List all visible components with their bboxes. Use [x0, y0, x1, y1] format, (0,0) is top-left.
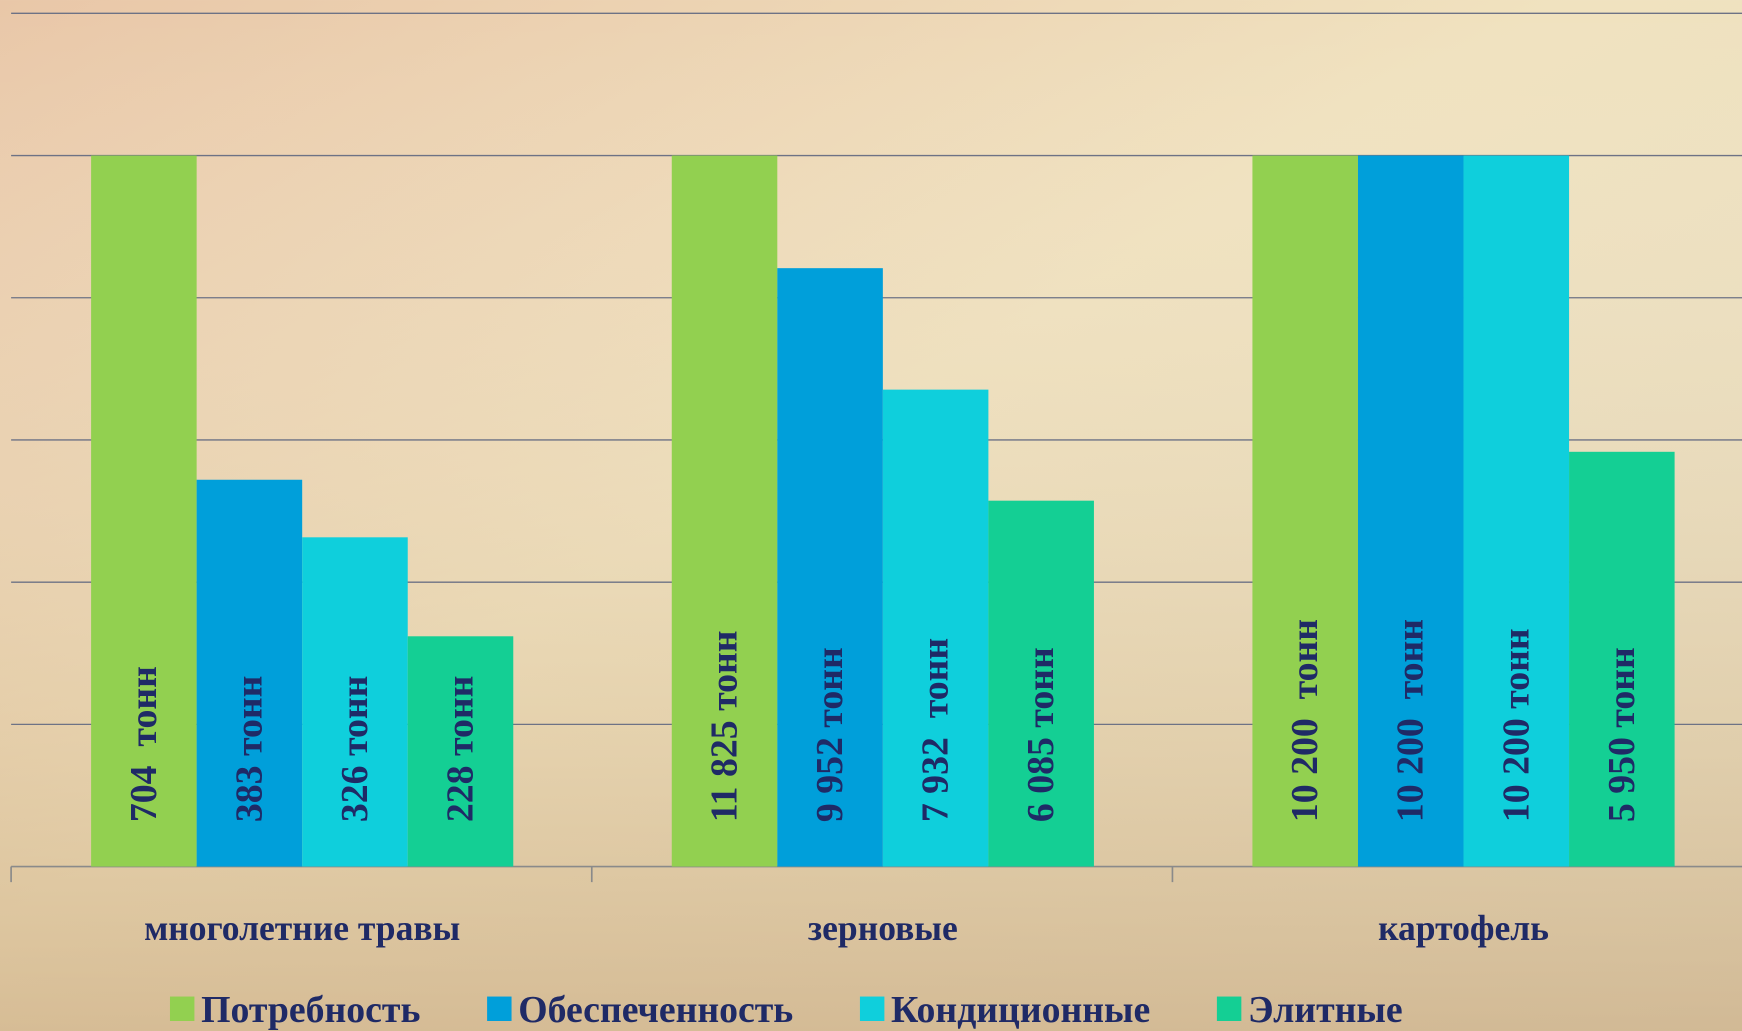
bar — [777, 268, 883, 867]
bar-label: 383 тонн — [228, 676, 270, 823]
bar-label: 10 200 тонн — [1390, 619, 1432, 822]
bar — [302, 537, 408, 867]
bar-label: 9 952 тонн — [809, 647, 851, 822]
legend-swatch — [859, 996, 885, 1021]
bar-label: 704 тонн — [123, 666, 165, 822]
bar-label: 326 тонн — [334, 676, 376, 823]
bar — [91, 155, 197, 867]
bar — [1252, 155, 1358, 867]
bar-label: 11 825 тонн — [704, 630, 746, 822]
legend-label: Обеспеченность — [518, 989, 793, 1031]
plot: 704 тонн 383 тонн 326 тонн 228 тонн многолет… — [10, 155, 1742, 1031]
legend-swatch — [487, 996, 512, 1021]
bar — [1357, 155, 1464, 867]
bar-label: 6 085 тонн — [1020, 647, 1062, 822]
legend-label: Потребность — [201, 989, 420, 1031]
bar — [196, 479, 303, 867]
x-tick-label: многолетние травы — [144, 908, 460, 948]
bar-label: 5 950 тонн — [1601, 647, 1643, 822]
bar — [1463, 155, 1570, 867]
bar — [671, 155, 778, 867]
legend-swatch — [1216, 996, 1242, 1021]
bar — [882, 389, 989, 867]
bar — [407, 636, 514, 867]
legend-label: Элитные — [1248, 989, 1403, 1031]
bar-label: 7 932 тонн — [915, 638, 957, 822]
legend-swatch — [169, 996, 195, 1021]
bar-label: 10 200 тонн — [1495, 628, 1537, 822]
x-tick-label: картофель — [1378, 908, 1549, 948]
legend-label: Кондиционные — [891, 989, 1150, 1031]
bar — [1569, 451, 1675, 867]
bar-label: 10 200 тонн — [1284, 619, 1326, 822]
x-tick-label: зерновые — [808, 908, 958, 948]
bar — [988, 500, 1094, 867]
bar-label: 228 тонн — [439, 676, 481, 823]
